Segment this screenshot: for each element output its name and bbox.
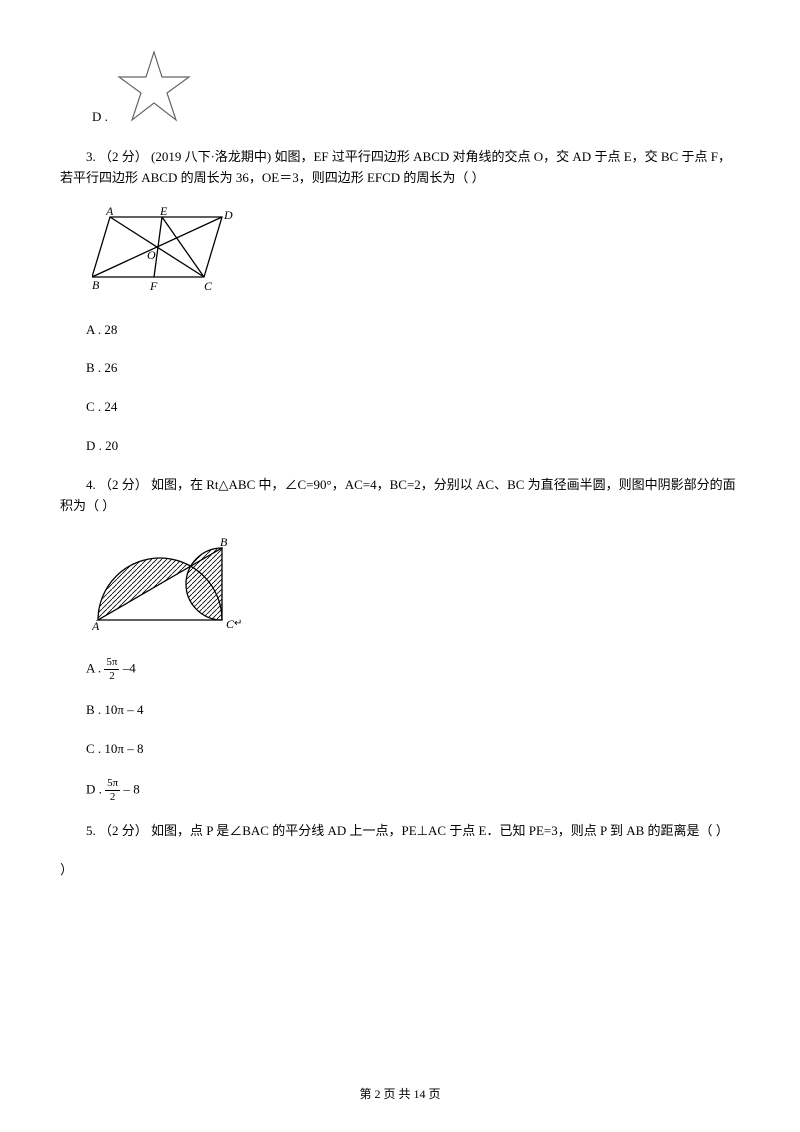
q4-opta-num: 5π (104, 657, 119, 670)
q2-option-d: D . (92, 50, 740, 125)
q4-svg: A B C ↵ (92, 534, 252, 634)
q4-optd-num: 5π (105, 778, 120, 791)
q4-opt-b: B . 10π – 4 (86, 700, 740, 721)
q3-label-c: C (204, 279, 213, 293)
star-shape (119, 52, 189, 120)
q3-label-a: A (105, 207, 114, 218)
q3-label-d: D (223, 208, 233, 222)
q4-opta-post: –4 (123, 661, 136, 676)
q3-label-f: F (149, 279, 158, 293)
q4-opta-pre: A . (86, 661, 104, 676)
q3-opt-b: B . 26 (86, 358, 740, 379)
q3-line-ef (154, 217, 162, 277)
q4-text: 4. （2 分） 如图，在 Rt△ABC 中，∠C=90°，AC=4，BC=2，… (60, 475, 740, 517)
q4-optd-frac: 5π 2 (105, 778, 120, 803)
q3-figure: A E D B F C O (92, 207, 740, 302)
q3-opt-d: D . 20 (86, 436, 740, 457)
q5-text: 5. （2 分） 如图，点 P 是∠BAC 的平分线 AD 上一点，PE⊥AC … (60, 821, 740, 842)
page-footer: 第 2 页 共 14 页 (0, 1085, 800, 1102)
q5-text-cont: ） (60, 860, 740, 881)
q4-opta-frac: 5π 2 (104, 657, 119, 682)
q4-figure: A B C ↵ (92, 534, 740, 639)
q2-optd-label: D . (92, 109, 108, 125)
q3-label-o: O (147, 248, 156, 262)
q3-diag-bd (92, 217, 222, 277)
q4-opt-d: D . 5π 2 – 8 (86, 778, 740, 803)
q3-line-ec (162, 217, 204, 277)
q3-text: 3. （2 分） (2019 八下·洛龙期中) 如图，EF 过平行四边形 ABC… (60, 147, 740, 189)
q3-label-b: B (92, 278, 100, 292)
q4-opt-a: A . 5π 2 –4 (86, 657, 740, 682)
q4-optd-post: – 8 (123, 781, 139, 796)
q4-label-a: A (92, 619, 100, 633)
q4-optd-pre: D . (86, 781, 105, 796)
q4-label-cursor: ↵ (234, 618, 242, 629)
q3-opt-a: A . 28 (86, 320, 740, 341)
q3-label-e: E (159, 207, 168, 218)
q3-opt-c: C . 24 (86, 397, 740, 418)
q3-svg: A E D B F C O (92, 207, 262, 297)
q4-optd-den: 2 (105, 791, 120, 803)
q4-opta-den: 2 (104, 670, 119, 682)
q4-opt-c: C . 10π – 8 (86, 739, 740, 760)
page-content: D . 3. （2 分） (2019 八下·洛龙期中) 如图，EF 过平行四边形… (0, 0, 800, 939)
star-icon (114, 50, 194, 125)
q4-label-b: B (220, 535, 228, 549)
